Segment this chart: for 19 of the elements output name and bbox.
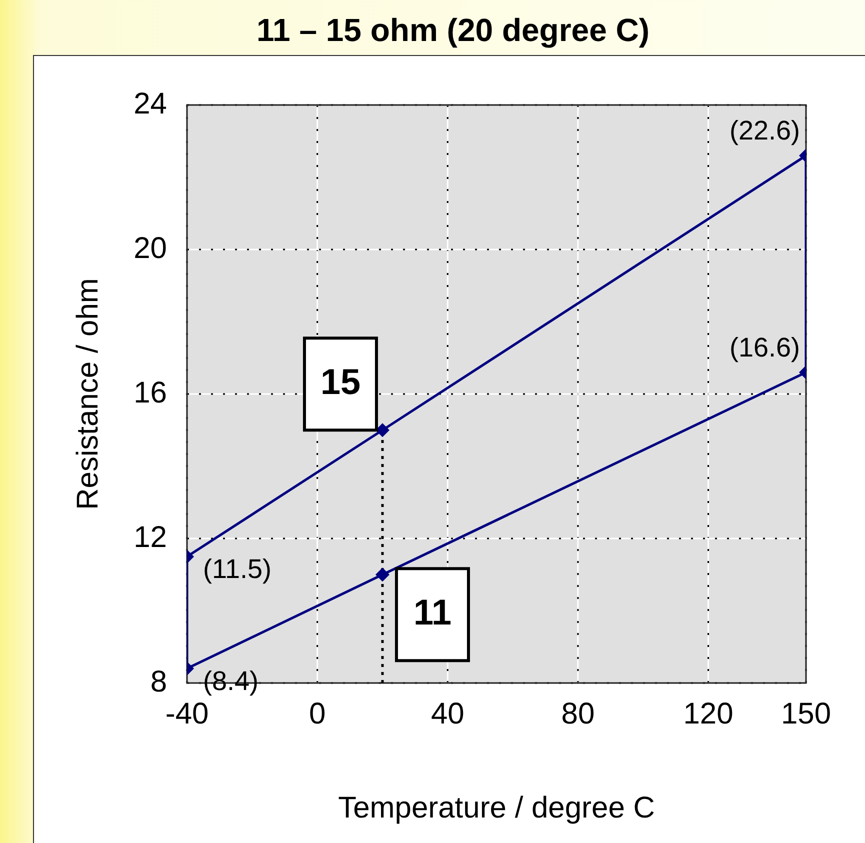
y-tick-label: 24 bbox=[134, 87, 167, 120]
y-tick-label: 16 bbox=[134, 376, 167, 410]
x-tick-label: 120 bbox=[683, 697, 734, 730]
x-tick-label: 0 bbox=[308, 697, 326, 730]
y-tick-label: 8 bbox=[150, 665, 167, 698]
y-tick-label: 12 bbox=[134, 520, 167, 554]
chart-title: 11 – 15 ohm (20 degree C) bbox=[255, 12, 651, 49]
x-tick-label: 80 bbox=[561, 697, 595, 730]
y-axis-title: Resistance / ohm bbox=[71, 278, 104, 510]
annotation: 15 bbox=[320, 361, 360, 402]
y-tick-label: 20 bbox=[134, 232, 167, 265]
data-label: (16.6) bbox=[729, 332, 800, 362]
data-label: (11.5) bbox=[203, 554, 272, 584]
x-tick-label: -40 bbox=[165, 697, 209, 730]
x-axis-title: Temperature / degree C bbox=[338, 791, 655, 824]
x-tick-label: 150 bbox=[780, 697, 832, 730]
data-label: (22.6) bbox=[729, 116, 800, 146]
x-tick-label: 40 bbox=[430, 697, 464, 730]
annotation: 11 bbox=[413, 592, 452, 633]
